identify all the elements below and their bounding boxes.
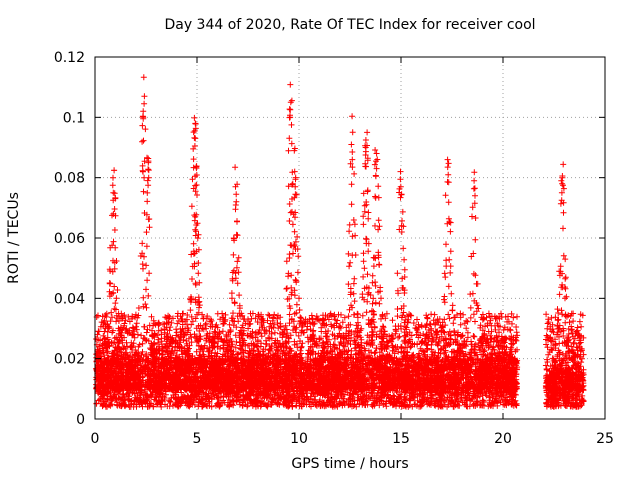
roti-points — [93, 74, 587, 410]
x-tick-label: 20 — [494, 431, 512, 447]
y-tick-label: 0 — [76, 412, 85, 428]
y-tick-label: 0.12 — [54, 50, 85, 66]
y-tick-label: 0.1 — [63, 110, 85, 126]
x-axis-label: GPS time / hours — [291, 456, 409, 472]
y-tick-label: 0.02 — [54, 352, 85, 368]
x-tick-label: 0 — [91, 431, 100, 447]
y-tick-label: 0.08 — [54, 171, 85, 187]
y-axis-label: ROTI / TECUs — [6, 192, 22, 284]
data-points — [93, 74, 587, 410]
x-tick-label: 5 — [193, 431, 202, 447]
x-tick-label: 10 — [290, 431, 308, 447]
chart-title: Day 344 of 2020, Rate Of TEC Index for r… — [164, 17, 536, 33]
grid-lines — [95, 57, 605, 419]
y-tick-label: 0.06 — [54, 231, 85, 247]
x-tick-label: 15 — [392, 431, 410, 447]
axis-ticks: 0 5 10 15 20 25 0 0.02 0.04 0.06 0.08 0.1 0.12 — [54, 50, 614, 447]
x-tick-label: 25 — [596, 431, 614, 447]
y-tick-label: 0.04 — [54, 291, 85, 307]
